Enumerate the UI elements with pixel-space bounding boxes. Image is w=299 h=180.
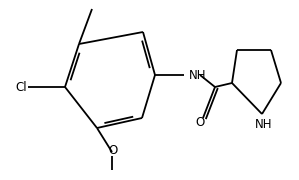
Text: O: O [108,145,118,158]
Text: NH: NH [189,69,207,82]
Text: O: O [195,116,205,129]
Text: NH: NH [255,118,273,130]
Text: Cl: Cl [15,80,27,93]
